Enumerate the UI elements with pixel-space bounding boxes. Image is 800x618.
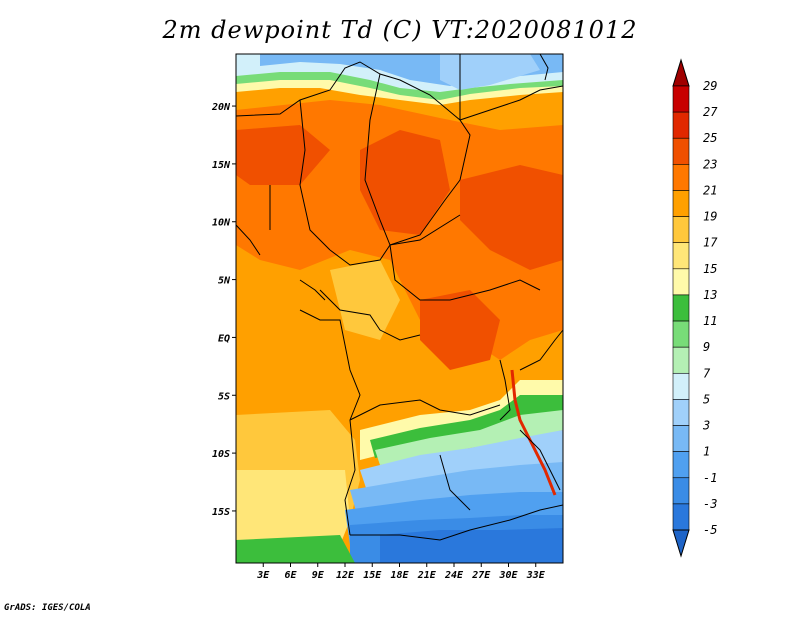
- x-tick-label: 9E: [312, 570, 325, 581]
- x-tick-label: 33E: [526, 570, 546, 581]
- colorbar-label: 27: [703, 105, 718, 119]
- band-23-25-congo: [420, 290, 500, 370]
- colorbar-segment: [672, 399, 690, 426]
- band-7-9-south: [375, 410, 563, 465]
- colorbar-label: 19: [703, 210, 717, 224]
- band-23-25-sudan: [460, 165, 563, 270]
- colorbar-label: 15: [703, 262, 717, 276]
- x-tick-label: 18E: [390, 570, 409, 581]
- x-tick-label: 24E: [444, 570, 464, 581]
- band-11-13-coast: [236, 535, 355, 563]
- band-17-19-central: [330, 260, 400, 340]
- colorbar-segment: [672, 137, 690, 165]
- x-tick-label: 6E: [284, 570, 297, 581]
- y-tick-label: 20N: [211, 102, 231, 113]
- band-19-21-north: [236, 75, 563, 130]
- colorbar-bottom-arrow: [672, 529, 690, 558]
- rift-line: [510, 369, 557, 496]
- y-tick-label: 10N: [212, 218, 231, 229]
- y-tick-label: EQ: [218, 333, 230, 344]
- grads-credit: GrADS: IGES/COLA: [4, 603, 91, 613]
- colorbar-label: 17: [703, 236, 718, 250]
- colorbar-segment: [672, 451, 690, 479]
- colorbar-label: 9: [703, 340, 710, 354]
- x-tick-label: 3E: [256, 570, 270, 581]
- colorbar-segment: [672, 85, 690, 113]
- colorbar-segment: [672, 503, 690, 531]
- colorbar-segment: [672, 294, 690, 322]
- colorbar-segment: [672, 164, 690, 191]
- colorbar-label: 13: [703, 288, 717, 302]
- colorbar-label: 7: [703, 366, 711, 380]
- band-19-21-gulf: [236, 270, 340, 430]
- colorbar-segment: [672, 477, 690, 505]
- country-borders: [236, 54, 563, 541]
- colorbar-label: -5: [703, 523, 717, 537]
- colorbar-label: 1: [703, 445, 710, 459]
- colorbar-top-arrow: [672, 58, 690, 87]
- colorbar-segment: [672, 111, 690, 139]
- y-tick-label: 10S: [212, 449, 230, 460]
- x-tick-label: 21E: [417, 570, 437, 581]
- band-23-25-chad: [360, 130, 450, 235]
- y-tick-label: 5N: [218, 276, 231, 287]
- x-tick-label: 30E: [498, 570, 518, 581]
- x-tick-label: 12E: [336, 570, 355, 581]
- colorbar-segment: [672, 216, 690, 244]
- colorbar-label: 29: [703, 79, 717, 93]
- colorbar-segment: [672, 346, 690, 374]
- colorbar-segment: [672, 190, 690, 217]
- colorbar-segment: [672, 425, 690, 452]
- map-field: [236, 54, 563, 563]
- colorbar-label: 11: [703, 314, 717, 328]
- colorbar-segment: [672, 320, 690, 348]
- colorbar-label: 23: [703, 157, 717, 171]
- colorbar-segment: [672, 268, 690, 296]
- colorbar-segment: [672, 242, 690, 270]
- colorbar: 29 27 25 23 21 19 17 15 13 11 9 7 5 3 1 -1 -3 -5: [672, 58, 718, 558]
- plot-title: 2m dewpoint Td (C) VT:2020081012: [162, 16, 638, 44]
- colorbar-label: -3: [703, 497, 717, 511]
- band-15-17-atlantic-south: [236, 470, 350, 545]
- y-tick-label: 5S: [218, 391, 230, 402]
- y-tick-label: 15S: [212, 507, 230, 518]
- band-neg5-neg3-south: [380, 528, 563, 563]
- x-tick-label: 15E: [363, 570, 382, 581]
- x-tick-label: 27E: [471, 570, 491, 581]
- x-axis: 3E 6E 9E 12E 15E 18E 21E 24E 27E 30E 33E: [256, 563, 546, 581]
- colorbar-label: 3: [702, 419, 710, 433]
- band-3-5-north-east: [440, 54, 540, 90]
- colorbar-label: 25: [703, 131, 717, 145]
- y-tick-label: 15N: [212, 160, 231, 171]
- colorbar-segment: [672, 372, 690, 400]
- colorbar-label: 5: [703, 392, 710, 406]
- y-axis: 20N 15N 10N 5N EQ 5S 10S 15S: [211, 102, 236, 518]
- band-23-25-west: [236, 125, 330, 185]
- colorbar-label: -1: [703, 471, 717, 485]
- colorbar-label: 21: [703, 183, 717, 197]
